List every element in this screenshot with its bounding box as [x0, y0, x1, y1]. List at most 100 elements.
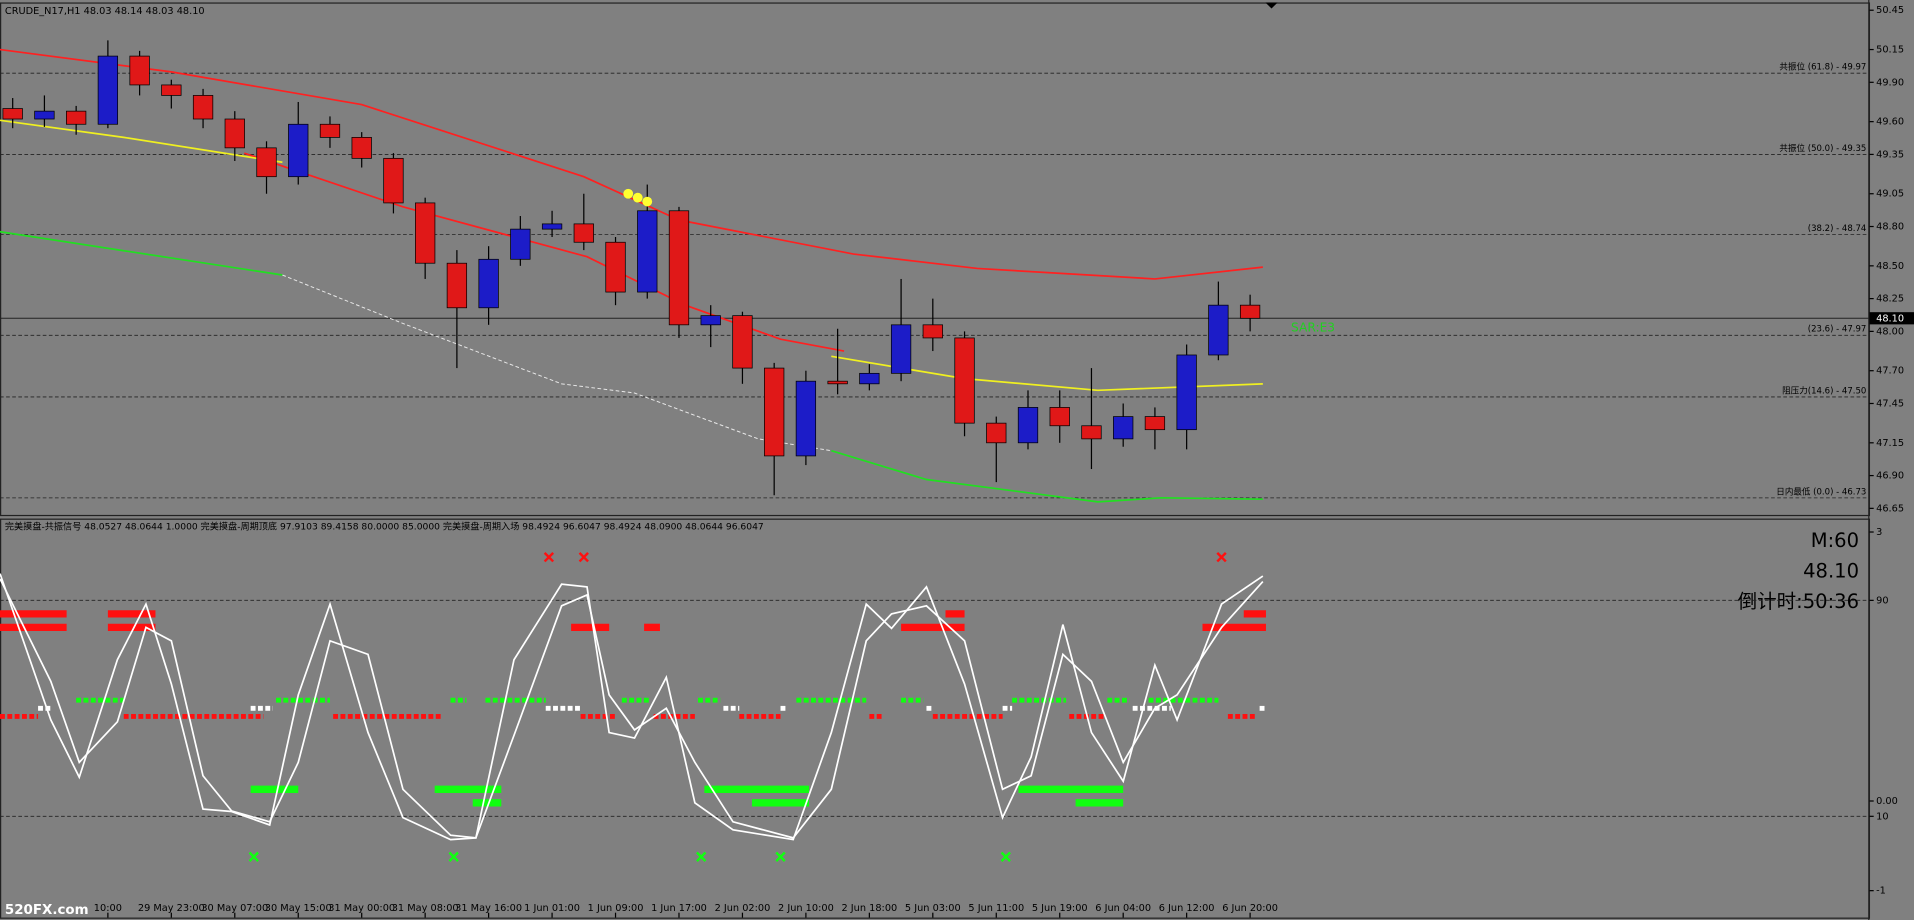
candle-body	[795, 380, 817, 457]
indicator-line	[282, 274, 832, 452]
y-tick-label: 48.25	[1876, 294, 1904, 305]
signal-cross	[1000, 851, 1011, 862]
last-price-label: 48.10	[1876, 313, 1904, 324]
fib-label: (38.2) - 48.74	[1808, 224, 1867, 234]
signal-cross	[1216, 552, 1227, 563]
candle-body	[1239, 304, 1261, 319]
watermark: 520FX.com	[5, 903, 89, 918]
candle-body	[510, 228, 531, 260]
x-tick-label: 31 May 00:00	[328, 903, 395, 914]
fib-label: 日内最低 (0.0) - 46.73	[1776, 485, 1866, 497]
y-tick-label: 46.90	[1876, 471, 1904, 482]
annotation: SAR:E3	[1291, 321, 1335, 335]
info-text: M:60	[1811, 529, 1859, 552]
candle-body	[383, 157, 404, 204]
last-price-box	[1868, 312, 1914, 325]
indicator-line	[0, 578, 1264, 839]
x-tick-label: 10:00	[94, 903, 122, 914]
fib-label: 共振位 (61.8) - 49.97	[1779, 61, 1866, 73]
y2-tick-label: 0.00	[1876, 796, 1898, 807]
candle-body	[1144, 416, 1166, 431]
y-tick-label: 10	[1876, 811, 1888, 822]
x-tick-label: 30 May 07:00	[201, 903, 268, 914]
candle-body	[541, 223, 563, 230]
y-tick-label: 48.00	[1876, 326, 1904, 337]
candle-body	[1049, 407, 1070, 427]
x-tick-label: 6 Jun 12:00	[1159, 903, 1215, 914]
candle-body	[668, 210, 690, 326]
signal-cross	[543, 552, 555, 563]
candle-body	[922, 324, 943, 339]
y-tick-label: 50.45	[1876, 5, 1904, 16]
candle-body	[890, 324, 912, 374]
x-tick-label: 1 Jun 09:00	[588, 903, 644, 914]
x-tick-label: 6 Jun 04:00	[1095, 903, 1151, 914]
signal-cross	[696, 851, 707, 862]
indicator-line	[0, 119, 283, 164]
candle-body	[319, 123, 341, 138]
x-tick-label: 2 Jun 02:00	[715, 903, 771, 914]
candle-body	[1208, 304, 1229, 356]
candle-body	[66, 110, 87, 125]
fib-label: (23.6) - 47.97	[1808, 325, 1867, 335]
candle-body	[161, 84, 182, 96]
x-tick-label: 5 Jun 11:00	[968, 903, 1024, 914]
y-tick-label: 49.35	[1876, 149, 1904, 160]
candle-body	[605, 241, 626, 293]
candle-body	[573, 223, 594, 243]
y2-tick-label: 3	[1876, 527, 1882, 538]
signal-cross	[775, 851, 786, 862]
x-tick-label: 1 Jun 01:00	[524, 903, 580, 914]
x-tick-label: 31 May 16:00	[455, 903, 522, 914]
info-text: 48.10	[1803, 560, 1859, 583]
candle-body	[986, 422, 1007, 444]
indicator-line	[831, 449, 1263, 503]
fib-label: 阻压力(14.6) - 47.50	[1782, 384, 1866, 396]
x-tick-label: 2 Jun 10:00	[778, 903, 834, 914]
y2-tick-label: -1	[1876, 886, 1886, 897]
y-tick-label: 47.70	[1876, 366, 1904, 377]
candle-body	[859, 372, 880, 385]
candle-body	[637, 210, 658, 293]
candle-body	[764, 367, 785, 457]
fib-label: 共振位 (50.0) - 49.35	[1779, 142, 1866, 154]
y-tick-label: 47.15	[1876, 438, 1904, 449]
candle-body	[954, 337, 975, 424]
candle-body	[1176, 354, 1197, 431]
oscillator-title: 完美摸盘-共振信号 48.0527 48.0644 1.0000 完美摸盘-周期…	[5, 521, 764, 533]
y-tick-label: 48.50	[1876, 261, 1904, 272]
candle-body	[446, 262, 468, 309]
candle-body	[700, 315, 721, 326]
candle-body	[224, 118, 245, 149]
x-tick-label: 2 Jun 18:00	[841, 903, 897, 914]
shift-marker	[1265, 2, 1278, 9]
y-tick-label: 90	[1876, 595, 1888, 606]
candle-body	[97, 55, 119, 125]
info-text: 倒计时:50:36	[1738, 590, 1859, 613]
sar-dot	[632, 192, 643, 203]
candle-body	[1081, 425, 1102, 440]
x-tick-label: 6 Jun 20:00	[1222, 903, 1278, 914]
x-tick-label: 5 Jun 03:00	[905, 903, 961, 914]
indicator-line	[244, 152, 845, 352]
sar-dot	[642, 196, 653, 207]
candle-body	[1113, 416, 1134, 440]
y-tick-label: 49.60	[1876, 117, 1904, 128]
candle-body	[827, 380, 848, 385]
candle-body	[1017, 407, 1039, 444]
candle-body	[288, 123, 309, 178]
candle-body	[351, 137, 372, 159]
signal-cross	[448, 851, 459, 862]
y-tick-label: 46.65	[1876, 503, 1904, 514]
x-tick-label: 5 Jun 19:00	[1032, 903, 1088, 914]
y-tick-label: 48.80	[1876, 222, 1904, 233]
x-tick-label: 29 May 23:00	[138, 903, 205, 914]
signal-cross	[248, 851, 259, 862]
y-tick-label: 50.15	[1876, 45, 1904, 56]
indicator-line	[0, 230, 283, 276]
y-tick-label: 49.05	[1876, 189, 1904, 200]
signal-cross	[578, 552, 589, 563]
